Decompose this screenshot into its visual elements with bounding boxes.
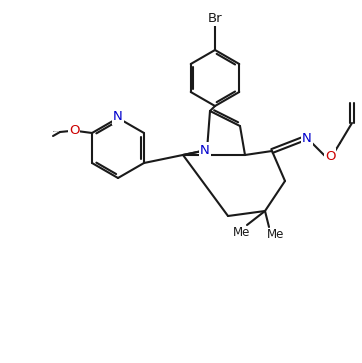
Text: methoxy: methoxy — [53, 131, 59, 132]
Text: N: N — [302, 131, 312, 144]
Text: N: N — [200, 143, 210, 156]
Text: O: O — [325, 150, 335, 163]
Text: Me: Me — [267, 228, 285, 241]
Text: Br: Br — [208, 12, 222, 24]
Text: O: O — [69, 125, 79, 138]
Text: Me: Me — [233, 227, 251, 240]
Text: N: N — [113, 110, 123, 123]
